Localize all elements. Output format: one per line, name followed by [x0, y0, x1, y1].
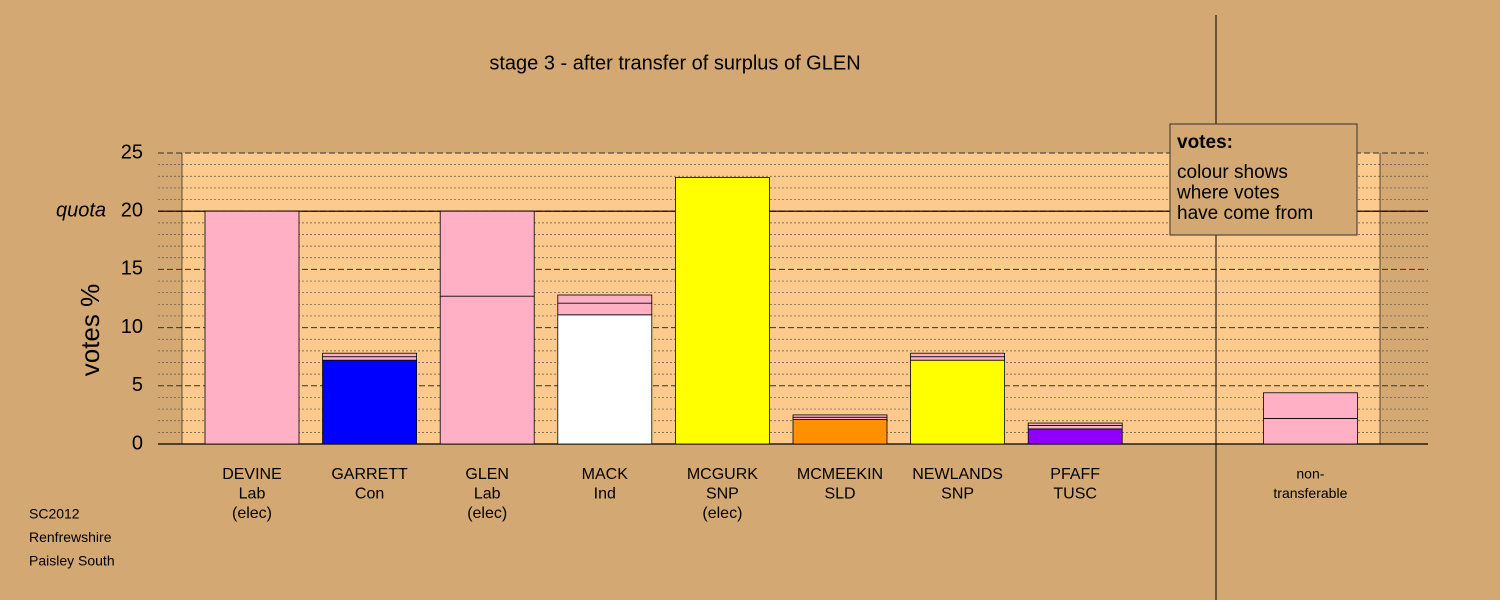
- chart-title: stage 3 - after transfer of surplus of G…: [489, 52, 860, 74]
- quota-label: quota: [56, 199, 106, 221]
- x-tick-label: SNP: [706, 486, 739, 503]
- bar-segment: [557, 314, 653, 445]
- y-tick-label: 0: [132, 432, 143, 454]
- bar-segment: [1263, 417, 1358, 445]
- x-tick-label: SLD: [824, 486, 855, 503]
- x-tick-label: MCMEEKIN: [797, 466, 883, 483]
- x-tick-label: Con: [355, 486, 384, 503]
- legend-text: colour shows: [1177, 162, 1288, 183]
- x-tick-label: non-: [1296, 466, 1324, 482]
- x-tick-label: Lab: [239, 486, 266, 503]
- x-tick-label: Ind: [594, 486, 616, 503]
- x-tick-label: MACK: [582, 466, 629, 483]
- x-tick-label: Lab: [474, 486, 501, 503]
- bar-segment: [1263, 392, 1358, 419]
- bar-segment: [792, 414, 888, 418]
- bar-segment: [322, 356, 418, 361]
- x-tick-label: SNP: [941, 486, 974, 503]
- x-tick-label: (elec): [702, 505, 742, 522]
- bar-segment: [322, 352, 418, 358]
- bar-segment: [1027, 424, 1123, 430]
- bar-segment: [910, 352, 1005, 358]
- x-tick-label: transferable: [1273, 485, 1347, 501]
- x-tick-label: GARRETT: [331, 466, 408, 483]
- y-tick-label: 10: [121, 316, 143, 338]
- y-tick-label: 20: [121, 199, 143, 221]
- bar-segment: [910, 359, 1005, 445]
- x-tick-label: TUSC: [1053, 486, 1097, 503]
- bar-segment: [439, 210, 535, 297]
- footnote: Paisley South: [29, 553, 115, 569]
- bar-segment: [675, 177, 770, 445]
- bar-segment: [910, 356, 1005, 361]
- bar-segment: [1027, 422, 1123, 426]
- y-tick-label: 15: [121, 258, 143, 280]
- bar-segment: [439, 295, 535, 445]
- footnote: SC2012: [29, 506, 80, 522]
- x-tick-label: MCGURK: [687, 466, 758, 483]
- bar-segment: [557, 302, 653, 316]
- bar-segment: [792, 419, 888, 445]
- y-tick-label: 5: [132, 374, 143, 396]
- x-tick-label: PFAFF: [1050, 466, 1100, 483]
- footnote: Renfrewshire: [29, 529, 112, 545]
- x-tick-label: (elec): [232, 505, 272, 522]
- bar-segment: [204, 210, 300, 445]
- y-axis-label: votes %: [75, 284, 105, 377]
- legend-text: have come from: [1177, 203, 1313, 224]
- x-tick-label: (elec): [467, 505, 507, 522]
- x-tick-label: NEWLANDS: [912, 466, 1003, 483]
- legend-title: votes:: [1177, 132, 1233, 153]
- y-tick-label: 25: [121, 141, 143, 163]
- x-tick-label: DEVINE: [222, 466, 282, 483]
- x-tick-label: GLEN: [465, 466, 509, 483]
- bar-segment: [1027, 428, 1123, 445]
- bar-segment: [322, 359, 418, 445]
- legend-text: where votes: [1176, 183, 1279, 204]
- legend-box: [1169, 123, 1358, 236]
- bar-segment: [557, 294, 653, 304]
